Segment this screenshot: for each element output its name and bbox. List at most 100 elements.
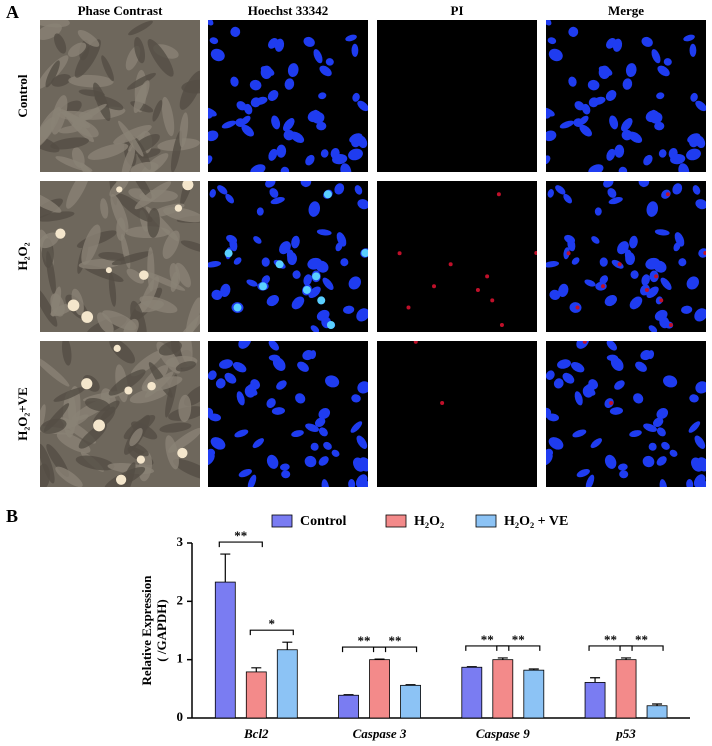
cell: [97, 312, 114, 332]
nucleus: [657, 65, 670, 77]
nucleus: [694, 308, 706, 322]
nucleus: [656, 427, 666, 437]
cell: [68, 74, 114, 88]
nucleus: [238, 468, 252, 478]
nucleus: [562, 372, 575, 384]
nucleus: [313, 49, 323, 64]
nucleus: [305, 154, 315, 166]
nucleus: [272, 357, 286, 371]
nucleus: [249, 79, 262, 91]
nucleus: [643, 423, 657, 432]
nucleus: [217, 185, 228, 195]
bar: [584, 682, 606, 719]
cell: [133, 80, 150, 114]
pi-signal: [644, 287, 649, 292]
error-bar: [652, 703, 663, 706]
cell: [130, 300, 147, 332]
nucleus: [208, 107, 217, 117]
nucleus: [661, 441, 670, 450]
nucleus: [693, 474, 706, 487]
nucleus: [318, 427, 328, 437]
cell: [79, 162, 94, 172]
cell: [53, 387, 86, 402]
nucleus: [557, 359, 571, 369]
nucleus: [287, 63, 299, 78]
cell: [100, 198, 109, 219]
nucleus: [546, 130, 557, 142]
nucleus: [318, 407, 331, 420]
cell: [45, 60, 60, 88]
nucleus: [310, 442, 319, 451]
nucleus: [318, 92, 327, 100]
nucleus: [625, 252, 635, 266]
nucleus: [656, 456, 667, 466]
y-tick-label: 2: [177, 592, 184, 607]
nucleus: [208, 155, 213, 165]
error-bar: [497, 657, 508, 660]
error-bar: [466, 666, 477, 668]
bright-cell: [116, 186, 123, 193]
nucleus: [573, 118, 584, 127]
bar: [523, 669, 545, 719]
nucleus: [547, 37, 557, 45]
significance-bracket: [372, 646, 418, 653]
cell: [130, 350, 164, 377]
cell: [170, 271, 179, 292]
nucleus: [588, 164, 604, 172]
nucleus: [241, 124, 254, 137]
significance-label: **: [358, 633, 371, 648]
nucleus: [599, 275, 609, 285]
nucleus: [660, 277, 672, 290]
nucleus: [304, 455, 317, 468]
nucleus: [332, 154, 348, 165]
cell: [175, 311, 200, 332]
nucleus: [690, 92, 698, 102]
bar: [400, 684, 421, 719]
nucleus: [650, 207, 658, 216]
nucleus: [350, 421, 363, 433]
nucleus: [351, 43, 359, 57]
significance-bracket: [249, 629, 294, 636]
nucleus: [642, 455, 655, 468]
bar: [461, 666, 483, 719]
nucleus: [572, 429, 587, 438]
nucleus: [334, 183, 345, 195]
y-tick-label: 3: [177, 534, 184, 549]
nucleus: [300, 181, 312, 188]
nucleus: [325, 375, 340, 388]
nucleus: [618, 463, 628, 471]
nucleus: [314, 417, 326, 427]
nucleus: [292, 270, 301, 279]
significance-bracket: [465, 645, 510, 651]
x-tick-label: Caspase 9: [476, 726, 530, 741]
significance-bracket: [341, 646, 387, 653]
error-bar: [282, 641, 293, 650]
nucleus: [548, 48, 563, 62]
cell: [152, 100, 163, 122]
cell: [127, 72, 156, 90]
cell: [113, 124, 152, 145]
nucleus: [209, 37, 219, 45]
nucleus: [658, 149, 667, 158]
bright-nucleus: [275, 260, 284, 269]
cell: [51, 286, 62, 317]
nucleus: [279, 241, 291, 255]
cell: [129, 428, 143, 447]
image-bg: [377, 181, 537, 332]
nucleus: [267, 90, 279, 102]
cell: [40, 189, 62, 213]
bar: [214, 581, 236, 719]
image-bg: [208, 20, 368, 172]
nucleus: [590, 438, 602, 449]
pi-signal: [566, 251, 571, 256]
nucleus: [307, 257, 323, 270]
bright-cell: [147, 381, 156, 391]
nucleus: [571, 257, 580, 265]
pi-signal: [617, 262, 622, 267]
cell: [128, 20, 153, 36]
nucleus: [612, 38, 623, 52]
nucleus: [348, 479, 356, 487]
significance-bracket: [619, 645, 664, 651]
nucleus: [570, 362, 585, 373]
nucleus: [291, 430, 304, 438]
